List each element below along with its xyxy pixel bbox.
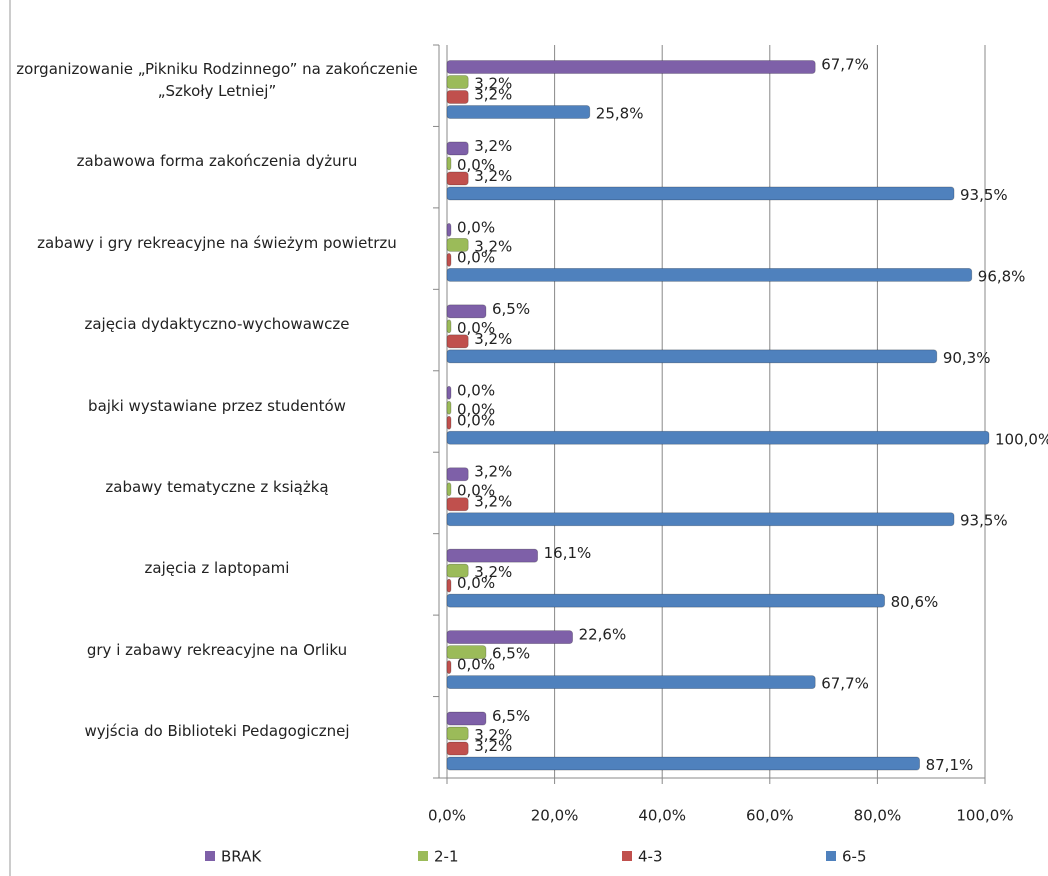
bar [446,60,816,74]
value-label: 3,2% [474,167,512,185]
value-label: 3,2% [474,86,512,104]
value-label: 80,6% [891,593,939,611]
y-tick-label: gry i zabawy rekreacyjne na Orliku [86,640,348,659]
bar [446,645,487,660]
bar [446,467,469,482]
bar [446,90,469,104]
bar [446,171,469,186]
legend-marker [205,851,215,861]
value-label: 0,0% [457,400,495,418]
bar [446,741,469,756]
y-tick-label: zabawowa forma zakończenia dyżuru [76,152,358,171]
x-tick-label: 80,0% [854,807,902,825]
bar [446,334,469,349]
bar [446,578,452,593]
y-tick-label: zorganizowanie „Pikniku Rodzinnego” na z… [16,59,418,100]
legend-marker [826,851,836,861]
bar [446,548,539,563]
value-label: 3,2% [474,726,512,744]
value-label: 25,8% [596,105,644,123]
y-tick-label: wyjścia do Biblioteki Pedagogicznej [84,722,350,741]
legend-label: 4-3 [638,848,663,866]
value-label: 6,5% [492,707,530,725]
value-label: 87,1% [926,756,974,774]
value-label: 0,0% [457,656,495,674]
bar [446,385,452,400]
value-label: 3,2% [474,463,512,481]
value-label: 67,7% [821,675,869,693]
bar [446,482,452,497]
value-label: 3,2% [474,737,512,755]
bar [446,756,920,771]
bar [446,563,469,578]
value-label: 3,2% [474,137,512,155]
value-label: 93,5% [960,186,1008,204]
value-label: 67,7% [821,56,869,74]
bar [446,675,816,690]
value-label: 0,0% [457,574,495,592]
legend-label: BRAK [221,848,262,866]
value-label: 90,3% [943,349,991,367]
y-tick-label: zajęcia dydaktyczno-wychowawcze [84,315,350,334]
value-label: 0,0% [457,218,495,236]
bar [446,512,955,527]
y-tick-label: bajki wystawiane przez studentów [88,396,346,415]
bar [446,430,990,445]
bar [446,319,452,334]
y-tick-label: zabawy i gry rekreacyjne na świeżym powi… [37,233,397,252]
y-tick-label: zajęcia z laptopami [144,559,290,578]
value-label: 3,2% [474,330,512,348]
bar [446,156,452,171]
value-label: 22,6% [579,626,627,644]
bar [446,222,452,237]
bar [446,105,591,119]
bar [446,497,469,512]
bar [446,267,973,282]
value-label: 6,5% [492,300,530,318]
value-label: 0,0% [457,156,495,174]
bar [446,349,938,364]
bar [446,252,452,267]
bar [446,75,469,89]
bar [446,400,452,415]
value-label: 0,0% [457,482,495,500]
value-label: 0,0% [457,319,495,337]
bar [446,237,469,252]
bar [446,415,452,430]
x-tick-label: 60,0% [746,807,794,825]
value-label: 0,0% [457,411,495,429]
legend-label: 6-5 [842,848,867,866]
value-label: 6,5% [492,645,530,663]
bar [446,660,452,675]
bar [446,304,487,319]
value-label: 0,0% [457,248,495,266]
value-label: 3,2% [474,563,512,581]
x-tick-label: 40,0% [638,807,686,825]
bar [446,630,573,645]
bar [446,186,955,201]
bar [446,726,469,741]
value-label: 100,0% [995,430,1048,448]
x-tick-label: 100,0% [956,807,1013,825]
legend-marker [418,851,428,861]
legend-marker [622,851,632,861]
bar [446,593,886,608]
bar [446,711,487,726]
value-label: 3,2% [474,237,512,255]
value-label: 96,8% [978,267,1026,285]
y-tick-label: zabawy tematyczne z książką [105,477,329,496]
value-label: 16,1% [544,544,592,562]
value-label: 3,2% [474,493,512,511]
bar [446,141,469,156]
x-tick-label: 20,0% [531,807,579,825]
value-label: 0,0% [457,381,495,399]
value-label: 93,5% [960,512,1008,530]
x-tick-label: 0,0% [428,807,466,825]
value-label: 3,2% [474,75,512,93]
legend-label: 2-1 [434,848,459,866]
